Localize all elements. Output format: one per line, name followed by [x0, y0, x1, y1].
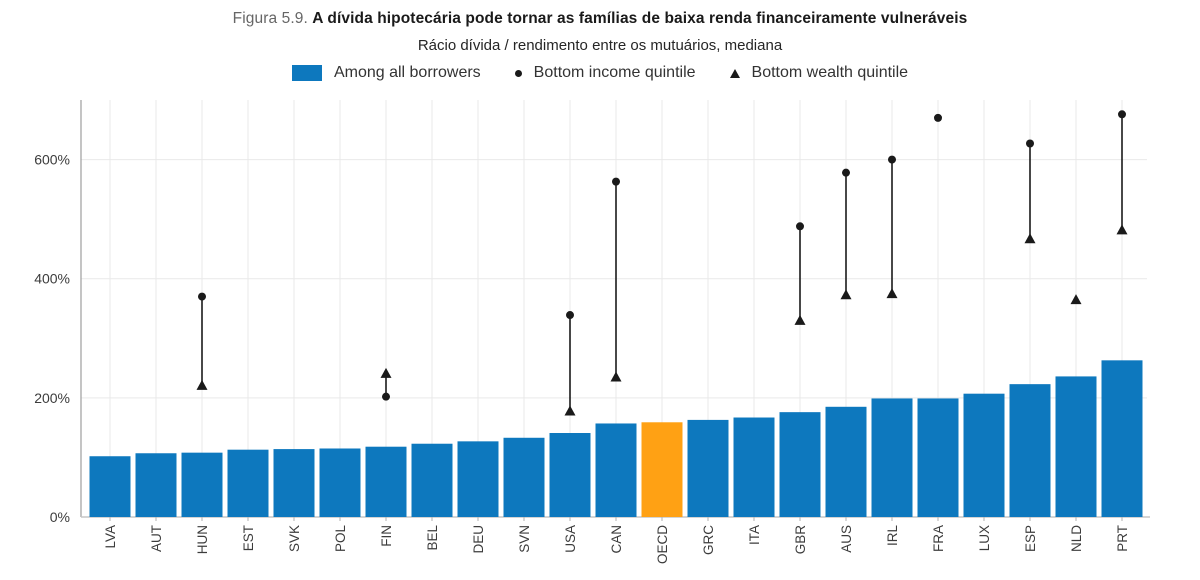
x-label-OECD: OECD — [655, 525, 670, 564]
legend-label-bottom-income: Bottom income quintile — [533, 64, 696, 81]
bar-GBR — [779, 412, 821, 517]
bar-POL — [319, 448, 361, 517]
x-label-FIN: FIN — [379, 525, 394, 547]
x-label-AUS: AUS — [839, 525, 854, 553]
bar-BEL — [411, 443, 453, 517]
bar-FIN — [365, 446, 407, 517]
legend-item-all-borrowers: Among all borrowers — [291, 64, 481, 82]
income-marker-IRL — [888, 155, 896, 164]
bar-OECD — [641, 422, 683, 517]
wealth-marker-HUN — [196, 379, 208, 390]
legend-label-bottom-wealth: Bottom wealth quintile — [751, 64, 909, 81]
x-label-BEL: BEL — [425, 525, 440, 551]
x-label-EST: EST — [241, 525, 256, 551]
x-label-LUX: LUX — [977, 525, 992, 551]
x-label-HUN: HUN — [195, 525, 210, 554]
wealth-marker-PRT — [1116, 224, 1128, 235]
x-label-USA: USA — [563, 525, 578, 553]
chart-legend: Among all borrowers Bottom income quinti… — [0, 64, 1200, 82]
wealth-marker-ESP — [1024, 233, 1036, 244]
figure-number: Figura 5.9. — [232, 10, 308, 27]
wealth-marker-NLD — [1070, 294, 1082, 305]
x-label-AUT: AUT — [149, 525, 164, 552]
bar-SVN — [503, 437, 545, 517]
x-label-ESP: ESP — [1023, 525, 1038, 552]
income-marker-PRT — [1118, 110, 1126, 119]
figure-header: Figura 5.9. A dívida hipotecária pode to… — [0, 0, 1200, 82]
x-label-DEU: DEU — [471, 525, 486, 554]
x-label-CAN: CAN — [609, 525, 624, 554]
bar-CAN — [595, 423, 637, 517]
x-label-PRT: PRT — [1115, 525, 1130, 552]
x-label-GBR: GBR — [793, 525, 808, 555]
wealth-marker-USA — [564, 405, 576, 416]
legend-item-bottom-wealth: Bottom wealth quintile — [729, 64, 909, 82]
figure-subtitle: Rácio dívida / rendimento entre os mutuá… — [417, 37, 783, 54]
income-marker-CAN — [612, 177, 620, 186]
bar-AUT — [135, 453, 177, 517]
income-marker-HUN — [198, 292, 206, 301]
income-marker-FIN — [382, 392, 390, 401]
bar-LUX — [963, 393, 1005, 517]
income-marker-GBR — [796, 222, 804, 231]
wealth-marker-CAN — [610, 371, 622, 382]
bar-PRT — [1101, 360, 1143, 517]
income-marker-FRA — [934, 113, 942, 122]
income-marker-USA — [566, 311, 574, 320]
bar-FRA — [917, 398, 959, 517]
bar-ESP — [1009, 384, 1051, 517]
x-label-FRA: FRA — [931, 525, 946, 552]
income-marker-ESP — [1026, 139, 1034, 148]
bar-GRC — [687, 419, 729, 517]
y-tick-label-0: 0% — [50, 509, 70, 525]
bar-SVK — [273, 449, 315, 517]
bar-swatch-icon — [291, 65, 322, 81]
legend-item-bottom-income: Bottom income quintile — [514, 64, 696, 82]
y-tick-label-200: 200% — [34, 390, 70, 406]
y-tick-label-400: 400% — [34, 271, 70, 287]
figure-title: Figura 5.9. A dívida hipotecária pode to… — [0, 0, 1200, 28]
x-label-LVA: LVA — [103, 525, 118, 549]
y-tick-label-600: 600% — [34, 152, 70, 168]
bar-NLD — [1055, 376, 1097, 517]
x-label-SVK: SVK — [287, 525, 302, 552]
legend-label-all-borrowers: Among all borrowers — [333, 64, 481, 81]
bar-USA — [549, 433, 591, 517]
income-marker-AUS — [842, 168, 850, 177]
bar-EST — [227, 449, 269, 517]
bar-ITA — [733, 417, 775, 517]
bar-HUN — [181, 452, 223, 517]
wealth-marker-GBR — [794, 314, 806, 325]
x-label-ITA: ITA — [747, 525, 762, 545]
x-label-POL: POL — [333, 525, 348, 553]
x-label-IRL: IRL — [885, 525, 900, 547]
figure-title-text: A dívida hipotecária pode tornar as famí… — [312, 10, 968, 27]
x-label-GRC: GRC — [701, 525, 716, 555]
wealth-marker-AUS — [840, 289, 852, 300]
bar-DEU — [457, 441, 499, 517]
wealth-marker-IRL — [886, 288, 898, 299]
wealth-marker-FIN — [380, 367, 392, 378]
bar-LVA — [89, 456, 131, 517]
triangle-marker-icon — [729, 68, 740, 78]
bar-AUS — [825, 406, 867, 517]
x-label-NLD: NLD — [1069, 525, 1084, 552]
bar-IRL — [871, 398, 913, 517]
x-label-SVN: SVN — [517, 525, 532, 553]
circle-marker-icon — [514, 69, 522, 77]
